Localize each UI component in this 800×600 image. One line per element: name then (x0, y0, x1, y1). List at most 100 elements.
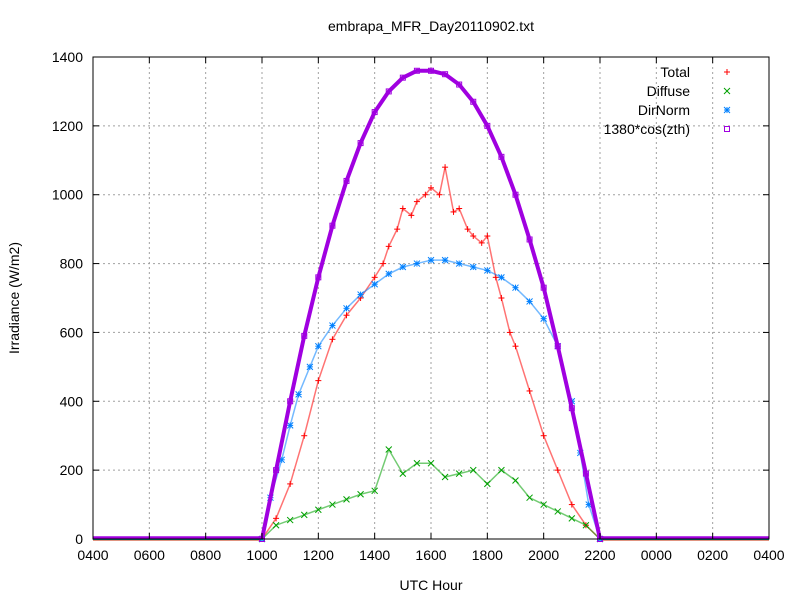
chart-title: embrapa_MFR_Day20110902.txt (328, 18, 534, 34)
data-point (385, 446, 393, 453)
data-point (394, 226, 401, 233)
data-point (554, 343, 561, 350)
data-point (357, 140, 364, 147)
data-point (441, 256, 449, 264)
y-tick-label: 800 (60, 256, 84, 272)
x-tick-label: 0400 (753, 547, 784, 563)
series-line (261, 259, 601, 540)
x-axis-label: UTC Hour (399, 577, 462, 593)
data-point (413, 459, 421, 467)
data-point (512, 477, 519, 484)
data-point (526, 298, 533, 305)
data-point (526, 494, 533, 502)
data-point (371, 274, 378, 281)
data-point (329, 501, 336, 508)
data-point (314, 342, 322, 350)
data-point (371, 109, 378, 116)
data-point (329, 222, 336, 229)
data-point (286, 422, 294, 429)
data-point (371, 280, 379, 288)
data-point (301, 432, 308, 439)
data-point (484, 233, 491, 240)
y-tick-label: 400 (60, 393, 84, 409)
data-point (554, 467, 561, 474)
data-point (526, 236, 533, 243)
data-point (498, 466, 505, 474)
data-point (399, 263, 407, 271)
data-point (385, 88, 392, 95)
data-point (428, 67, 434, 74)
data-point (413, 260, 421, 267)
data-point (329, 322, 336, 329)
legend-marker (724, 126, 730, 132)
data-point (498, 295, 505, 301)
data-point (540, 501, 548, 508)
data-point (295, 391, 302, 398)
data-point (306, 363, 314, 371)
data-point (568, 405, 575, 412)
x-tick-label: 0400 (77, 547, 108, 563)
data-point (300, 511, 308, 519)
data-point (455, 470, 463, 477)
x-tick-label: 0000 (641, 547, 672, 563)
data-point (287, 480, 294, 487)
data-point (286, 516, 294, 524)
x-tick-label: 2000 (528, 547, 559, 563)
y-tick-label: 600 (60, 324, 84, 340)
data-point (469, 466, 477, 474)
data-point (483, 480, 491, 488)
data-point (464, 226, 471, 233)
data-point (273, 467, 280, 474)
y-tick-label: 1200 (52, 118, 83, 134)
data-point (512, 343, 519, 350)
data-point (343, 177, 350, 184)
data-point (301, 332, 308, 339)
data-point (413, 67, 420, 74)
data-point (512, 191, 519, 198)
legend-label: DirNorm (638, 102, 690, 118)
data-point (526, 387, 533, 394)
data-point (478, 239, 485, 246)
y-tick-label: 1000 (52, 187, 83, 203)
data-point (484, 122, 491, 129)
x-tick-label: 2200 (584, 547, 615, 563)
series-2 (93, 256, 769, 543)
x-tick-label: 0200 (697, 547, 728, 563)
data-point (343, 304, 350, 312)
x-tick-label: 1400 (359, 547, 390, 563)
series-layer (93, 67, 769, 543)
data-point (470, 98, 477, 105)
series-3 (93, 67, 769, 542)
data-point (456, 81, 463, 88)
x-tick-label: 1200 (303, 547, 334, 563)
legend-label: 1380*cos(zth) (604, 121, 690, 137)
data-point (441, 473, 449, 481)
legend-label: Diffuse (647, 83, 691, 99)
data-point (399, 74, 406, 81)
data-point (357, 490, 364, 498)
legend: Total Diffuse DirNorm 1380*cos(zth) (604, 64, 731, 137)
axis-ticks: 0400 0600 0800 1000 1200 1400 1600 1800 2000 2200… (52, 49, 785, 563)
data-point (385, 270, 393, 278)
data-point (428, 184, 434, 191)
data-point (422, 191, 429, 198)
data-point (413, 198, 420, 205)
data-point (343, 312, 350, 319)
y-axis-label: Irradiance (W/m2) (6, 242, 22, 354)
data-point (568, 501, 575, 508)
data-point (357, 291, 364, 298)
x-tick-label: 1800 (472, 547, 503, 563)
data-point (315, 274, 322, 281)
x-tick-label: 1000 (246, 547, 277, 563)
data-point (315, 377, 322, 384)
data-point (427, 459, 435, 467)
grid-lines (93, 57, 769, 539)
data-point (436, 191, 443, 198)
data-point (329, 336, 336, 343)
data-point (554, 508, 562, 515)
data-point (287, 398, 294, 405)
data-point (540, 315, 548, 323)
data-point (540, 284, 547, 291)
data-point (450, 208, 457, 215)
